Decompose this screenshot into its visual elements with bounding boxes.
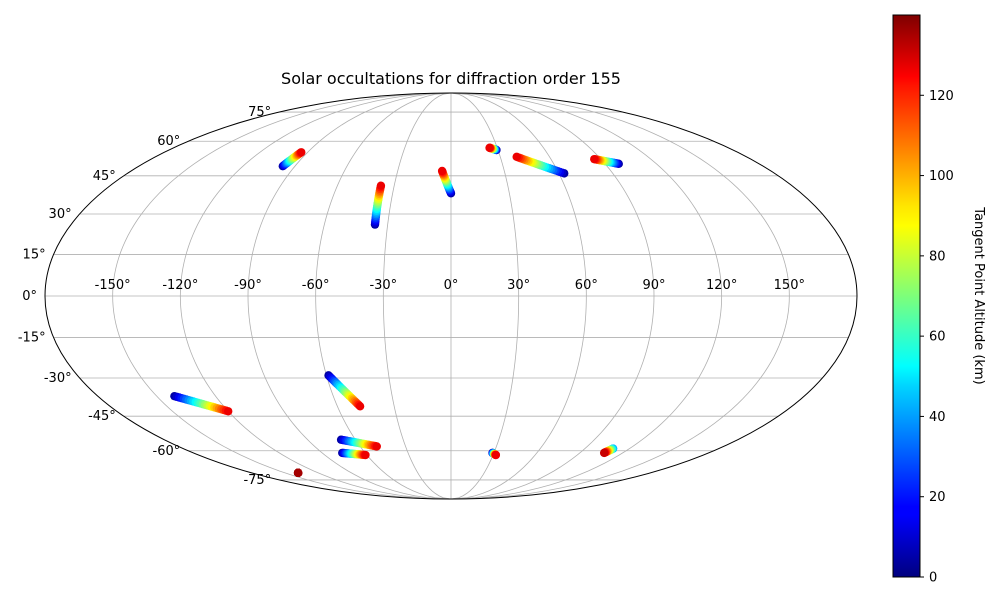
colorbar xyxy=(892,14,921,578)
colorbar-tick-label: 0 xyxy=(929,571,937,586)
latitude-tick-label: 30° xyxy=(49,207,72,222)
occultation-point xyxy=(361,450,370,460)
colorbar-tick-label: 40 xyxy=(929,410,946,425)
longitude-tick-label: 90° xyxy=(642,278,665,293)
latitude-tick-label: -15° xyxy=(18,331,46,346)
latitude-tick-label: -45° xyxy=(88,409,116,424)
map-boundary xyxy=(44,92,858,500)
longitude-tick-label: -30° xyxy=(369,278,397,293)
longitude-tick-label: 150° xyxy=(774,278,805,293)
colorbar-ticks: 0 20 40 60 80 100 120 xyxy=(920,89,954,586)
longitude-gridline xyxy=(450,92,587,500)
occultation-point xyxy=(372,442,381,451)
longitude-gridline xyxy=(382,92,452,500)
occultation-point xyxy=(590,154,599,164)
longitude-tick-label: -60° xyxy=(302,278,330,293)
longitude-tick-label: -90° xyxy=(234,278,262,293)
occultation-point xyxy=(293,468,303,478)
occultation-point xyxy=(437,166,447,176)
longitude-tick-label: -120° xyxy=(162,278,198,293)
occultation-point xyxy=(485,143,494,152)
colorbar-label: Tangent Point Altitude (km) xyxy=(971,206,986,384)
longitude-gridline xyxy=(450,92,790,500)
occultation-point xyxy=(376,181,386,190)
occultation-point xyxy=(224,407,233,416)
longitude-tick-label: -150° xyxy=(95,278,131,293)
chart-title: Solar occultations for diffraction order… xyxy=(281,69,621,88)
longitude-tick-label: 120° xyxy=(706,278,737,293)
occultation-point xyxy=(297,148,306,157)
longitude-tick-label: 0° xyxy=(444,278,459,293)
longitude-labels: -150° -120° -90° -60° -30° 0° 30° 60° 90° 120° 150… xyxy=(95,278,805,293)
colorbar-tick-label: 60 xyxy=(929,330,946,345)
latitude-labels: 75° 60° 45° 30° 15° 0° -15° -30° -45° -60° -75° xyxy=(18,105,271,488)
latitude-tick-label: 15° xyxy=(23,247,46,262)
latitude-tick-label: -75° xyxy=(243,473,271,488)
latitude-tick-label: -30° xyxy=(44,371,72,386)
occultation-point xyxy=(491,450,501,460)
longitude-gridline xyxy=(179,92,452,500)
longitude-gridline xyxy=(112,92,452,500)
longitude-gridline xyxy=(450,92,723,500)
data-points xyxy=(170,143,623,478)
occultation-point xyxy=(512,152,521,162)
occultation-point xyxy=(599,448,609,458)
longitude-tick-label: 30° xyxy=(507,278,530,293)
latitude-tick-label: -60° xyxy=(153,444,181,459)
colorbar-tick-label: 80 xyxy=(929,249,946,264)
longitude-gridline xyxy=(450,92,655,500)
longitude-gridline xyxy=(247,92,452,500)
longitude-tick-label: 60° xyxy=(575,278,598,293)
latitude-tick-label: 60° xyxy=(157,134,180,149)
latitude-tick-label: 75° xyxy=(248,105,271,120)
occultation-point xyxy=(355,402,365,411)
colorbar-tick-label: 20 xyxy=(929,490,946,505)
colorbar-tick-label: 120 xyxy=(929,89,954,104)
latitude-tick-label: 45° xyxy=(93,169,116,184)
latitude-tick-label: 0° xyxy=(22,289,37,304)
graticule xyxy=(45,92,857,500)
colorbar-tick-label: 100 xyxy=(929,169,954,184)
